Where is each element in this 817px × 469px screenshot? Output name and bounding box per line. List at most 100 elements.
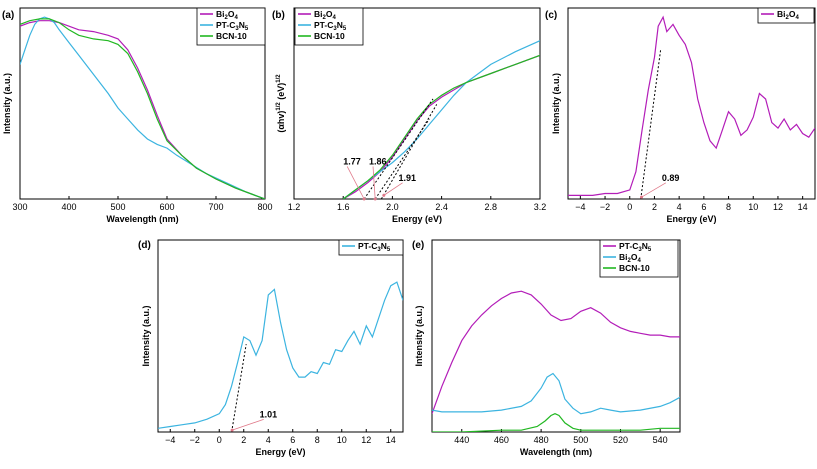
series-line-bcn10 [342, 54, 540, 199]
x-tick-label-a: 400 [61, 202, 76, 212]
y-axis-label-e: Intensity (a.u.) [414, 305, 424, 366]
tangent-line [640, 49, 662, 200]
plot-frame-e [431, 239, 681, 433]
annotation-label: 1.86 [369, 156, 387, 166]
annotation-point [639, 195, 643, 199]
x-tick-label-d: 6 [290, 435, 295, 445]
x-tick-label-d: 10 [337, 435, 347, 445]
x-tick-label-c: 0 [627, 202, 632, 212]
series-line-bi2o4 [20, 20, 265, 199]
x-tick-label-c: −4 [575, 202, 585, 212]
legend-label-bi2o4: Bi2O4 [777, 9, 799, 21]
panel-label-c: (c) [545, 10, 557, 21]
annotation-arrow [641, 182, 667, 198]
x-tick-label-a: 300 [12, 202, 27, 212]
panel-d: (d) −4 −2 0 2 4 6 8 10 12 14 Energy (eV) Intensity (… [138, 239, 404, 457]
tangent-line [363, 98, 434, 200]
annotation-arrow [372, 166, 376, 200]
x-tick-label-e: 500 [573, 435, 588, 445]
x-tick-label-e: 440 [454, 435, 469, 445]
annotation-point [362, 197, 366, 201]
annotation-label: 1.01 [260, 409, 278, 419]
x-tick-label-c: −2 [600, 202, 610, 212]
legend-label-bi2o4: Bi2O4 [314, 9, 336, 21]
y-axis-label-c: Intensity (a.u.) [551, 73, 561, 134]
x-axis-label-e: Wavelength (nm) [520, 447, 592, 457]
x-tick-label-c: 8 [726, 202, 731, 212]
annotation-point [230, 428, 234, 432]
x-tick-label-d: −2 [190, 435, 200, 445]
x-tick-label-e: 480 [534, 435, 549, 445]
series-line-ptc3n5 [432, 290, 680, 414]
x-tick-label-a: 700 [208, 202, 223, 212]
panel-b: (b) 1.2 1.6 2.0 2.4 2.8 3.2 Energy (eV) (αhv)1/2… [272, 7, 547, 224]
panel-a: (a) 300 400 500 600 700 800 Wavelength (nm) Inte… [2, 7, 273, 224]
legend-box-c [757, 7, 815, 24]
series-line-bi2o4 [432, 372, 680, 415]
x-tick-label-b: 1.2 [288, 202, 301, 212]
x-tick-label-d: 2 [241, 435, 246, 445]
legend-label-ptc3n5: PT-C3N5 [619, 241, 652, 253]
annotation-label: 1.91 [399, 173, 417, 183]
x-tick-label-c: 2 [652, 202, 657, 212]
x-tick-label-b: 1.6 [337, 202, 350, 212]
legend-box-d [338, 239, 404, 256]
annotation-label: 1.77 [343, 156, 361, 166]
annotation-label: 0.89 [662, 173, 680, 183]
plot-frame-d [157, 239, 404, 433]
x-tick-label-a: 500 [110, 202, 125, 212]
x-tick-label-b: 2.4 [435, 202, 448, 212]
plot-frame-a [19, 7, 266, 200]
x-tick-label-c: 4 [677, 202, 682, 212]
legend-label-ptc3n5: PT-C3N5 [216, 20, 249, 32]
x-tick-label-d: −4 [165, 435, 175, 445]
legend-label-ptc3n5: PT-C3N5 [314, 20, 347, 32]
annotation-arrow [231, 418, 264, 431]
plot-frame-c [567, 7, 816, 200]
series-line-bcn10 [20, 18, 265, 199]
y-axis-label-a: Intensity (a.u.) [2, 73, 12, 134]
x-tick-label-c: 6 [701, 202, 706, 212]
tangent-line [380, 104, 438, 200]
x-tick-label-c: 10 [748, 202, 758, 212]
panel-label-e: (e) [412, 240, 424, 251]
x-tick-label-b: 3.2 [534, 202, 547, 212]
x-tick-label-e: 520 [613, 435, 628, 445]
x-tick-label-d: 4 [266, 435, 271, 445]
y-axis-label-d: Intensity (a.u.) [141, 305, 151, 366]
annotation-arrow [383, 182, 403, 196]
x-tick-label-a: 600 [159, 202, 174, 212]
x-tick-label-d: 8 [315, 435, 320, 445]
x-axis-label-a: Wavelength (nm) [106, 214, 178, 224]
panel-label-b: (b) [272, 10, 285, 21]
legend-label-bi2o4: Bi2O4 [619, 252, 641, 264]
legend-label-bcn10: BCN-10 [216, 31, 247, 41]
annotation-arrow [346, 166, 365, 200]
tangent-line [231, 344, 247, 433]
annotation-point [382, 193, 386, 197]
x-tick-label-e: 460 [494, 435, 509, 445]
x-tick-label-c: 14 [798, 202, 808, 212]
panel-label-a: (a) [2, 10, 14, 21]
x-tick-label-a: 800 [257, 202, 272, 212]
legend-label-bi2o4: Bi2O4 [216, 9, 238, 21]
x-axis-label-b: Energy (eV) [392, 214, 442, 224]
x-tick-label-d: 12 [361, 435, 371, 445]
series-line-bi2o4 [568, 15, 815, 196]
legend-label-ptc3n5: PT-C3N5 [358, 241, 391, 253]
x-axis-label-c: Energy (eV) [666, 214, 716, 224]
panel-c: (c) −4 −2 0 2 4 6 8 10 12 14 Energy (eV) Intensity (… [545, 7, 816, 224]
panel-e: (e) 440 460 480 500 520 540 Wavelength (nm) Inte… [412, 239, 681, 457]
x-tick-label-d: 14 [386, 435, 396, 445]
annotation-point [373, 197, 377, 201]
x-tick-label-c: 12 [773, 202, 783, 212]
series-line-bcn10 [432, 413, 680, 432]
y-axis-label-b: (αhv)1/2 (eV)1/2 [276, 74, 286, 133]
x-axis-label-d: Energy (eV) [255, 447, 305, 457]
x-tick-label-e: 540 [653, 435, 668, 445]
legend-label-bcn10: BCN-10 [314, 31, 345, 41]
x-tick-label-d: 0 [217, 435, 222, 445]
series-line-ptc3n5 [158, 281, 403, 429]
legend-label-bcn10: BCN-10 [619, 263, 650, 273]
